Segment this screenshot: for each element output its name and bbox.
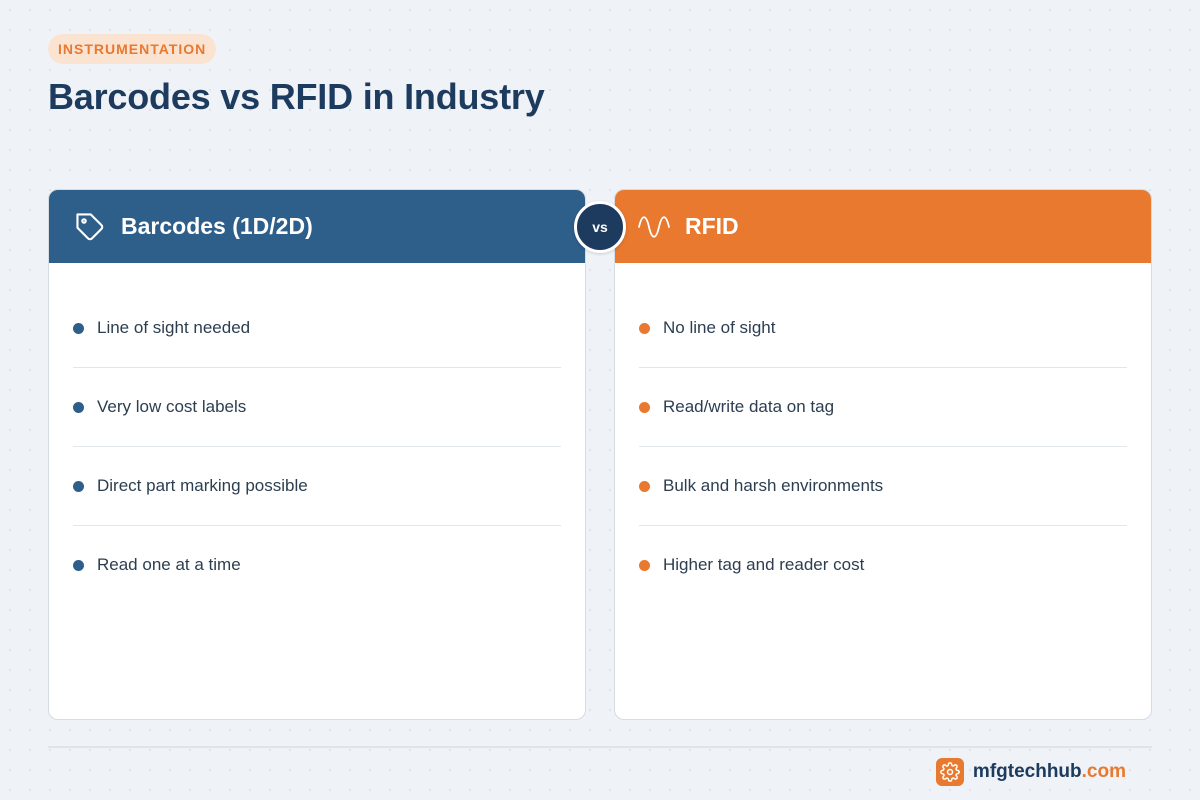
rfid-card-header: RFID [615, 190, 1151, 263]
list-item-label: Read/write data on tag [663, 397, 835, 416]
bullet-dot [639, 322, 650, 334]
bullet-dot [73, 559, 84, 571]
list-item-label: Direct part marking possible [97, 476, 308, 495]
bullet-dot [73, 401, 84, 413]
list-item: Higher tag and reader cost [639, 526, 1127, 604]
brand-name: mfgtechhub [972, 761, 1082, 782]
brand-logo-link[interactable]: mfgtechhub .com [935, 758, 1126, 786]
list-item-label: Bulk and harsh environments [663, 476, 884, 495]
page-title: Barcodes vs RFID in Industry [48, 76, 545, 117]
barcodes-card-header: Barcodes (1D/2D) [49, 190, 585, 263]
rfid-card: RFID No line of sight Read/write data on… [614, 189, 1152, 720]
list-item-label: Very low cost labels [97, 397, 247, 416]
barcodes-card: Barcodes (1D/2D) Line of sight needed Ve… [48, 189, 586, 720]
brand-tld: .com [1081, 761, 1126, 782]
barcodes-list: Line of sight needed Very low cost label… [73, 289, 561, 604]
list-item-label: Line of sight needed [97, 318, 251, 337]
list-item-label: Read one at a time [97, 555, 241, 574]
vs-badge: vs [574, 201, 626, 253]
list-item-label: Higher tag and reader cost [663, 555, 865, 574]
list-item: Line of sight needed [73, 289, 561, 368]
list-item: Very low cost labels [73, 368, 561, 447]
category-tag: INSTRUMENTATION [48, 34, 217, 64]
tag-icon [73, 210, 107, 244]
list-item: Bulk and harsh environments [639, 447, 1127, 526]
bullet-dot [639, 401, 650, 413]
bullet-dot [73, 480, 84, 492]
bullet-dot [639, 480, 650, 492]
list-item: Read one at a time [73, 526, 561, 604]
list-item: Read/write data on tag [639, 368, 1127, 447]
list-item: No line of sight [639, 289, 1127, 368]
barcodes-card-title: Barcodes (1D/2D) [121, 213, 313, 239]
rfid-card-title: RFID [685, 213, 739, 239]
bullet-dot [73, 322, 84, 334]
list-item-label: No line of sight [663, 318, 776, 337]
list-item: Direct part marking possible [73, 447, 561, 526]
wave-icon [637, 210, 671, 244]
footer-divider [48, 746, 1152, 748]
bullet-dot [639, 559, 650, 571]
gear-icon [935, 758, 964, 786]
rfid-list: No line of sight Read/write data on tag … [639, 289, 1127, 604]
